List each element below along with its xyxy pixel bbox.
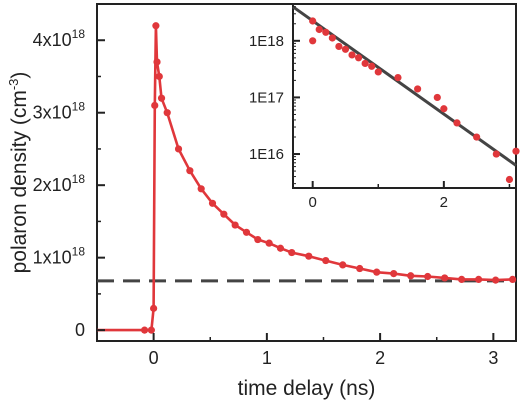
inset-y-tick-label: 1E18 bbox=[249, 33, 284, 50]
inset-y-tick-label: 1E16 bbox=[249, 146, 284, 163]
inset-x-tick-label: 0 bbox=[309, 194, 317, 211]
inset-data-point bbox=[473, 133, 481, 141]
data-point bbox=[509, 275, 517, 283]
inset-data-point bbox=[322, 28, 330, 36]
data-point bbox=[265, 239, 273, 247]
inset-data-point bbox=[394, 74, 402, 82]
data-point bbox=[424, 272, 432, 281]
data-point bbox=[140, 326, 149, 334]
inset-chart: 0 2 1E16 1E17 1E18 bbox=[249, 3, 520, 211]
inset-data-point bbox=[335, 42, 343, 51]
data-point bbox=[231, 221, 239, 229]
data-point bbox=[220, 210, 228, 218]
data-point bbox=[152, 22, 160, 30]
inset-data-point bbox=[354, 54, 363, 62]
y-tick-label: 3x1018 bbox=[33, 100, 86, 123]
data-point bbox=[208, 199, 217, 207]
data-point bbox=[151, 101, 159, 110]
inset-data-point bbox=[414, 85, 422, 93]
inset-data-point bbox=[440, 105, 448, 113]
y-axis-title: polaron density (cm-3) bbox=[6, 72, 31, 274]
inset-data-point bbox=[309, 37, 317, 45]
data-point bbox=[288, 248, 296, 257]
inset-y-tick-label: 1E17 bbox=[249, 89, 284, 106]
x-tick-label: 0 bbox=[149, 348, 159, 368]
inset-data-point bbox=[361, 59, 369, 68]
data-point bbox=[153, 58, 161, 66]
data-point bbox=[174, 145, 183, 153]
data-point bbox=[163, 109, 171, 117]
data-point bbox=[492, 276, 500, 284]
inset-data-point bbox=[315, 25, 323, 34]
data-point bbox=[475, 275, 483, 283]
y-tick-label: 4x1018 bbox=[33, 27, 86, 50]
y-tick-label: 2x1018 bbox=[33, 172, 86, 195]
x-tick-label: 1 bbox=[262, 348, 272, 368]
data-point bbox=[276, 244, 285, 252]
inset-data-point bbox=[368, 62, 376, 70]
data-point bbox=[157, 94, 166, 102]
inset-data-point bbox=[328, 34, 336, 42]
data-point bbox=[186, 167, 194, 175]
main-chart: 0 1 2 3 0 1x1018 2x1018 3x1018 4x1018 time delay … bbox=[6, 3, 517, 400]
data-point bbox=[322, 256, 330, 265]
inset-data-point bbox=[512, 147, 520, 155]
inset-data-point bbox=[309, 17, 317, 25]
data-point bbox=[373, 268, 381, 276]
inset-data-point bbox=[505, 175, 514, 184]
series-0-line bbox=[97, 24, 513, 332]
data-point bbox=[147, 326, 155, 334]
x-tick-label: 3 bbox=[488, 348, 498, 368]
data-point bbox=[339, 261, 347, 269]
x-tick-label: 2 bbox=[375, 348, 385, 368]
data-point bbox=[356, 264, 364, 273]
y-tick-label: 1x1018 bbox=[33, 245, 86, 268]
data-point bbox=[390, 270, 398, 278]
inset-x-tick-label: 2 bbox=[440, 194, 448, 211]
data-point bbox=[150, 304, 158, 312]
data-point bbox=[441, 274, 449, 282]
inset-data-point bbox=[492, 150, 500, 158]
inset-data-point bbox=[453, 119, 461, 127]
data-point bbox=[458, 275, 466, 283]
data-point bbox=[155, 72, 163, 81]
inset-data-point bbox=[341, 45, 350, 53]
x-axis-title: time delay (ns) bbox=[238, 377, 376, 400]
data-point bbox=[197, 185, 205, 193]
data-point bbox=[254, 235, 262, 244]
inset-data-point bbox=[374, 68, 382, 76]
data-point bbox=[407, 272, 415, 280]
inset-data-point bbox=[348, 51, 356, 59]
data-point bbox=[305, 252, 313, 260]
y-tick-label: 0 bbox=[75, 320, 85, 340]
inset-data-point bbox=[433, 93, 441, 102]
data-point bbox=[242, 228, 251, 236]
